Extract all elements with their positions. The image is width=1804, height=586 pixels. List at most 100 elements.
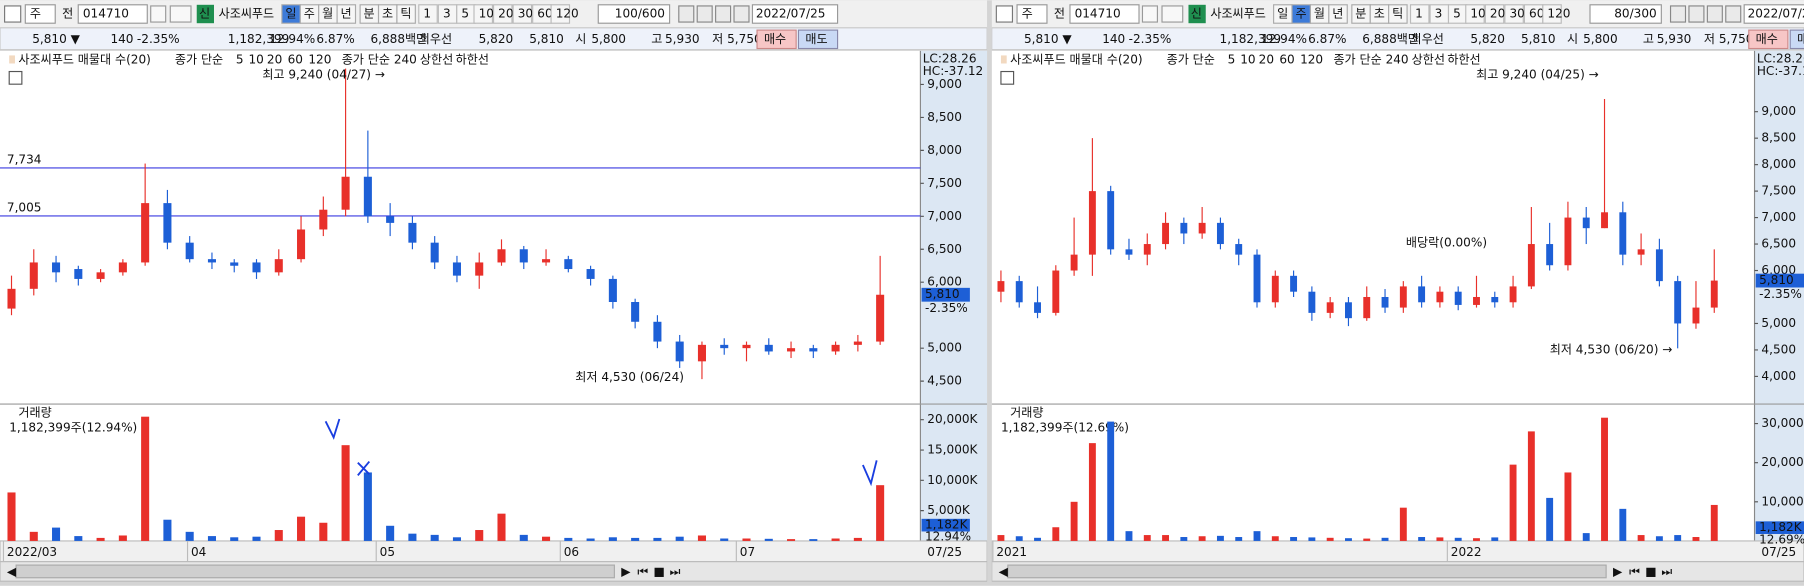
scroll-button[interactable]: ◀ <box>7 564 17 578</box>
volume-bar <box>1473 538 1480 541</box>
tool-icon[interactable] <box>715 5 732 23</box>
y-tick-label: 8,500 <box>927 110 962 124</box>
scroll-button[interactable]: ⏭ <box>670 564 681 578</box>
volume-bar <box>1546 497 1554 541</box>
tool-icon[interactable] <box>1688 5 1705 23</box>
tool-icon[interactable] <box>733 5 750 23</box>
code-input[interactable] <box>77 4 148 24</box>
date-input[interactable] <box>1743 4 1804 24</box>
volume-bar <box>1253 531 1261 541</box>
interval-button[interactable] <box>1328 4 1348 24</box>
period-box[interactable] <box>1016 4 1048 24</box>
scroll-button[interactable]: ⏭ <box>1661 564 1672 578</box>
sound-icon[interactable] <box>1161 5 1184 23</box>
x-end-label: 07/25 <box>927 545 962 559</box>
adjust[interactable]: 전 <box>62 7 73 21</box>
multiplier-label: 3 <box>443 7 451 21</box>
volume-bar <box>1509 464 1517 541</box>
scroll-thumb[interactable] <box>1007 564 1607 579</box>
last-change: -2.35% <box>1759 287 1802 301</box>
volume-bar <box>386 525 395 541</box>
legend-profile: 사조씨푸드 매물대 수(20) <box>1010 53 1142 67</box>
interval-button[interactable] <box>396 4 416 24</box>
multiplier-button[interactable] <box>473 4 493 24</box>
multiplier-label: 30 <box>1509 7 1524 21</box>
sell-button[interactable] <box>797 29 839 50</box>
y-tick-label: 8,500 <box>1761 131 1796 145</box>
candle-body <box>1235 244 1243 255</box>
multiplier-button[interactable] <box>1465 4 1485 24</box>
multiplier-label: 30 <box>518 7 533 21</box>
tool-icon[interactable] <box>1706 5 1723 23</box>
sound-icon[interactable] <box>169 5 192 23</box>
multiplier-button[interactable] <box>418 4 438 24</box>
multiplier-button[interactable] <box>1484 4 1505 24</box>
scroll-button[interactable]: ◀ <box>999 564 1009 578</box>
volume-bar <box>7 492 16 541</box>
interval-button[interactable] <box>336 4 357 24</box>
volume-bar <box>452 537 461 541</box>
candle-body <box>1326 302 1334 313</box>
grid-icon[interactable] <box>8 70 23 85</box>
volume-bar <box>1637 535 1645 541</box>
volume-bar <box>1271 536 1279 541</box>
search-icon[interactable] <box>150 5 167 23</box>
volume-bar <box>207 536 216 541</box>
quote-bg <box>991 27 1804 51</box>
chart-annotation: 최고 9,240 (04/25) → <box>1476 67 1599 81</box>
buy-button[interactable] <box>1748 29 1789 50</box>
period-box[interactable] <box>24 4 56 24</box>
quote-price: 5,810 ▼ <box>1024 32 1072 46</box>
candle-body <box>363 176 372 217</box>
candle-body <box>542 259 551 263</box>
search-icon[interactable] <box>1141 5 1158 23</box>
candle-body <box>1070 254 1078 271</box>
legend-lower: 하한선 <box>1447 53 1480 67</box>
scroll-button[interactable]: ⏮ <box>1629 564 1640 578</box>
adjust[interactable]: 전 <box>1054 7 1065 21</box>
scroll-button[interactable]: ⏮ <box>637 564 648 578</box>
multiplier-button[interactable] <box>492 4 513 24</box>
candle-body <box>697 344 706 362</box>
scroll-button[interactable]: ■ <box>653 564 664 578</box>
legend-ma-period: 20 <box>267 53 282 67</box>
legend-ma-period: 10 <box>249 53 264 67</box>
code-input[interactable] <box>1069 4 1140 24</box>
volume-bar <box>519 534 528 541</box>
volume-bar <box>742 538 751 541</box>
y-tick-label: 9,000 <box>927 77 962 91</box>
multiplier-button[interactable] <box>1542 4 1562 24</box>
badge-bg <box>1188 4 1206 24</box>
quote-ratio: 6.87% <box>1308 32 1346 46</box>
tool-icon[interactable] <box>1669 5 1687 23</box>
interval-label: 초 <box>1374 7 1385 21</box>
tool-icon[interactable] <box>678 5 695 23</box>
candle-body <box>1345 302 1352 319</box>
count-input[interactable] <box>597 4 671 24</box>
menu-icon[interactable] <box>4 5 22 23</box>
volume-bar <box>1564 472 1572 541</box>
interval-button[interactable] <box>1388 4 1408 24</box>
volume-bar <box>1692 537 1700 541</box>
sell-button[interactable] <box>1789 29 1804 50</box>
menu-icon[interactable] <box>995 5 1014 23</box>
legend-swatch <box>1000 55 1007 64</box>
tool-icon[interactable] <box>696 5 713 23</box>
count-input[interactable] <box>1589 4 1662 24</box>
scroll-thumb[interactable] <box>15 564 615 579</box>
multiplier-button[interactable] <box>512 4 533 24</box>
tool-icon[interactable] <box>1725 5 1742 23</box>
multiplier-button[interactable] <box>1409 4 1430 24</box>
buy-button[interactable] <box>756 29 797 50</box>
grid-icon[interactable] <box>1000 70 1015 85</box>
volume-title: 거래량 <box>1010 406 1043 420</box>
legend-ma-period: 120 <box>1300 53 1323 67</box>
scroll-button[interactable]: ▶ <box>621 564 631 578</box>
date-input[interactable] <box>751 4 839 24</box>
interval-label: 틱 <box>400 7 411 21</box>
multiplier-button[interactable] <box>550 4 571 24</box>
multiplier-button[interactable] <box>1504 4 1524 24</box>
scroll-button[interactable]: ■ <box>1645 564 1656 578</box>
quote-high-label: 고 <box>1643 32 1654 46</box>
scroll-button[interactable]: ▶ <box>1613 564 1623 578</box>
